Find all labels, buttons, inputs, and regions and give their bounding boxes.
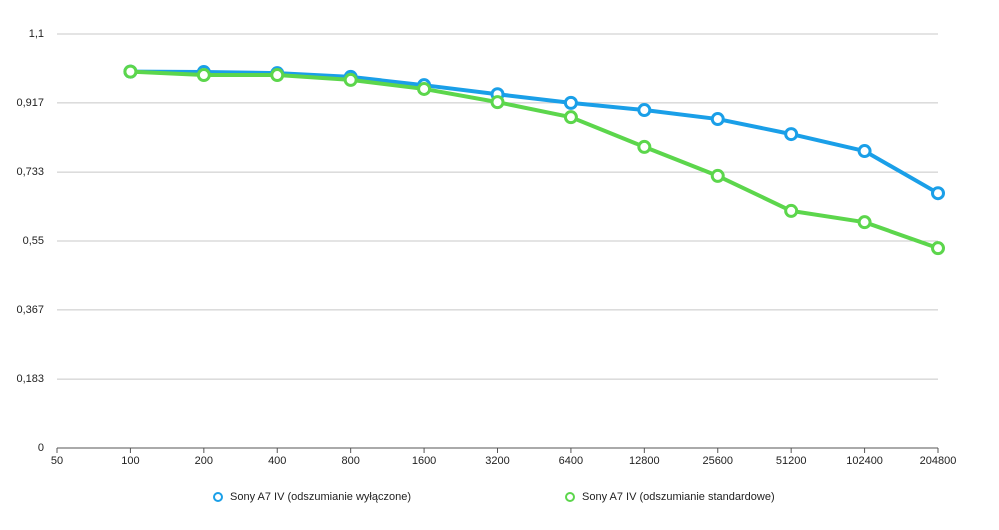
data-point	[710, 112, 725, 127]
data-point	[196, 68, 211, 83]
data-point	[784, 203, 799, 218]
series-line	[130, 69, 939, 195]
legend-label: Sony A7 IV (odszumianie standardowe)	[582, 491, 775, 503]
data-point	[490, 95, 505, 110]
data-point	[637, 103, 652, 118]
data-point	[563, 110, 578, 125]
x-tick-label: 200	[195, 455, 213, 467]
data-point	[123, 64, 138, 79]
x-tick-label: 50	[51, 455, 63, 467]
y-tick-label: 0,733	[16, 166, 44, 178]
legend-label: Sony A7 IV (odszumianie wyłączone)	[230, 491, 411, 503]
x-tick-label: 51200	[776, 455, 807, 467]
x-tick-label: 102400	[846, 455, 883, 467]
x-tick-label: 204800	[920, 455, 957, 467]
data-point	[857, 144, 872, 159]
legend-marker	[565, 492, 575, 502]
series-line	[130, 69, 939, 251]
y-tick-label: 0,55	[23, 235, 44, 247]
y-tick-label: 0,367	[16, 304, 44, 316]
y-tick-label: 0,917	[16, 97, 44, 109]
data-point	[857, 215, 872, 230]
y-tick-label: 0,183	[16, 373, 44, 385]
x-tick-label: 800	[341, 455, 359, 467]
x-tick-label: 100	[121, 455, 139, 467]
x-tick-label: 25600	[702, 455, 733, 467]
x-tick-label: 6400	[559, 455, 583, 467]
y-tick-label: 0	[38, 442, 44, 454]
x-tick-label: 400	[268, 455, 286, 467]
data-point	[637, 139, 652, 154]
legend-marker	[213, 492, 223, 502]
data-point	[710, 168, 725, 183]
x-tick-label: 1600	[412, 455, 436, 467]
data-point	[270, 68, 285, 83]
data-point	[931, 186, 945, 201]
data-point	[563, 95, 578, 110]
data-point	[417, 81, 432, 96]
x-tick-label: 12800	[629, 455, 660, 467]
data-point	[343, 72, 358, 87]
y-tick-label: 1,1	[29, 28, 44, 40]
x-tick-label: 3200	[485, 455, 509, 467]
data-point	[931, 241, 945, 256]
data-point	[784, 127, 799, 142]
